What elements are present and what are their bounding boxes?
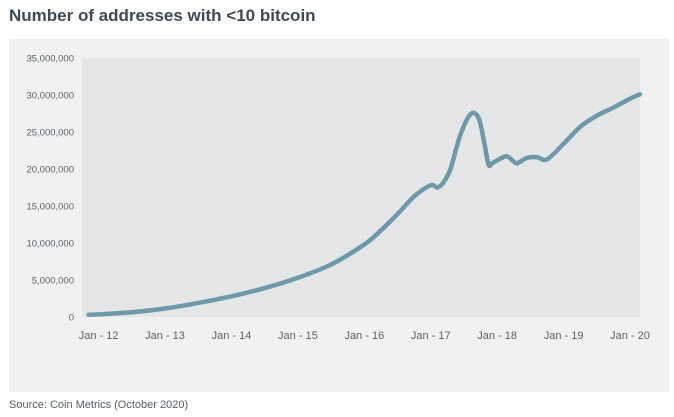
y-tick-label: 5,000,000 (32, 276, 74, 287)
x-tick-label: Jan - 16 (344, 330, 384, 342)
x-tick-label: Jan - 19 (544, 330, 584, 342)
line-chart: 0 5,000,000 10,000,000 15,000,000 20,000,000… (26, 54, 650, 343)
x-tick-label: Jan - 15 (278, 330, 318, 342)
chart-title: Number of addresses with <10 bitcoin (9, 6, 316, 25)
x-tick-label: Jan - 20 (610, 330, 650, 342)
y-tick-label: 35,000,000 (26, 54, 74, 65)
y-tick-label: 25,000,000 (26, 128, 74, 139)
y-tick-label: 10,000,000 (26, 239, 74, 250)
y-tick-label: 15,000,000 (26, 202, 74, 213)
x-axis-tick-labels: Jan - 12 Jan - 13 Jan - 14 Jan - 15 Jan - 16… (79, 330, 650, 342)
x-tick-label: Jan - 12 (79, 330, 119, 342)
plot-area (82, 58, 640, 317)
y-tick-label: 20,000,000 (26, 165, 74, 176)
y-axis-tick-labels: 0 5,000,000 10,000,000 15,000,000 20,000,000… (26, 54, 74, 324)
x-tick-label: Jan - 18 (477, 330, 517, 342)
x-tick-label: Jan - 14 (212, 330, 252, 342)
y-tick-label: 0 (69, 313, 74, 324)
y-tick-label: 30,000,000 (26, 91, 74, 102)
source-note: Source: Coin Metrics (October 2020) (9, 399, 189, 411)
series-line-addresses (86, 92, 643, 318)
x-tick-label: Jan - 17 (411, 330, 451, 342)
chart-panel: 0 5,000,000 10,000,000 15,000,000 20,000,000… (9, 39, 669, 392)
x-tick-label: Jan - 13 (145, 330, 185, 342)
